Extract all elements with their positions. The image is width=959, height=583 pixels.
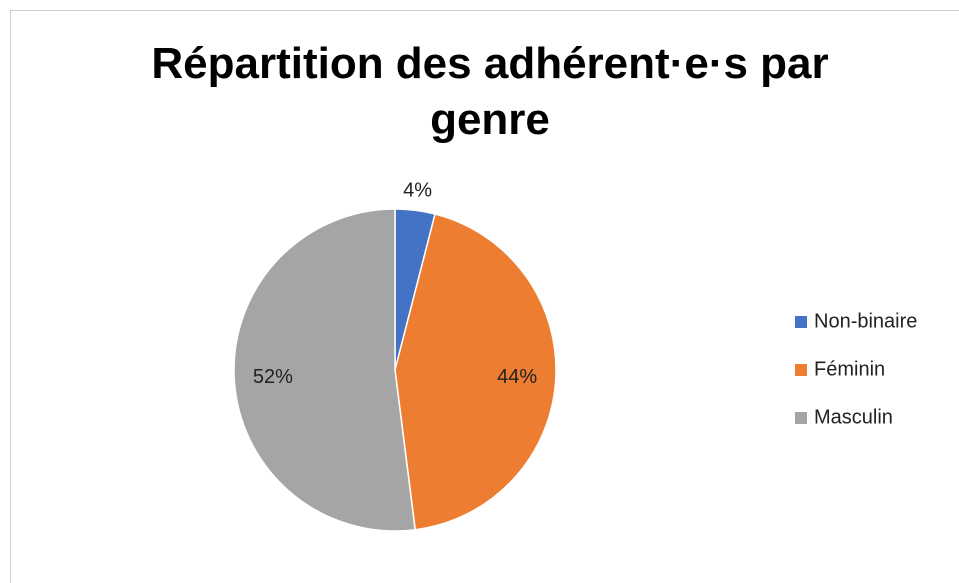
data-label: 44% (497, 366, 537, 388)
data-label: 4% (403, 179, 432, 201)
data-label: 52% (253, 366, 293, 388)
legend-swatch (795, 412, 807, 424)
pie-slice (394, 213, 557, 531)
legend-label: Non-binaire (814, 310, 917, 332)
chart-title: Répartition des adhérent·e·s par genre (151, 39, 829, 144)
legend-swatch (795, 364, 807, 376)
pie-slice (233, 208, 417, 532)
legend-label: Féminin (814, 358, 885, 380)
legend-label: Masculin (814, 406, 893, 428)
legend-swatch (795, 316, 807, 328)
chart-border (10, 10, 959, 583)
